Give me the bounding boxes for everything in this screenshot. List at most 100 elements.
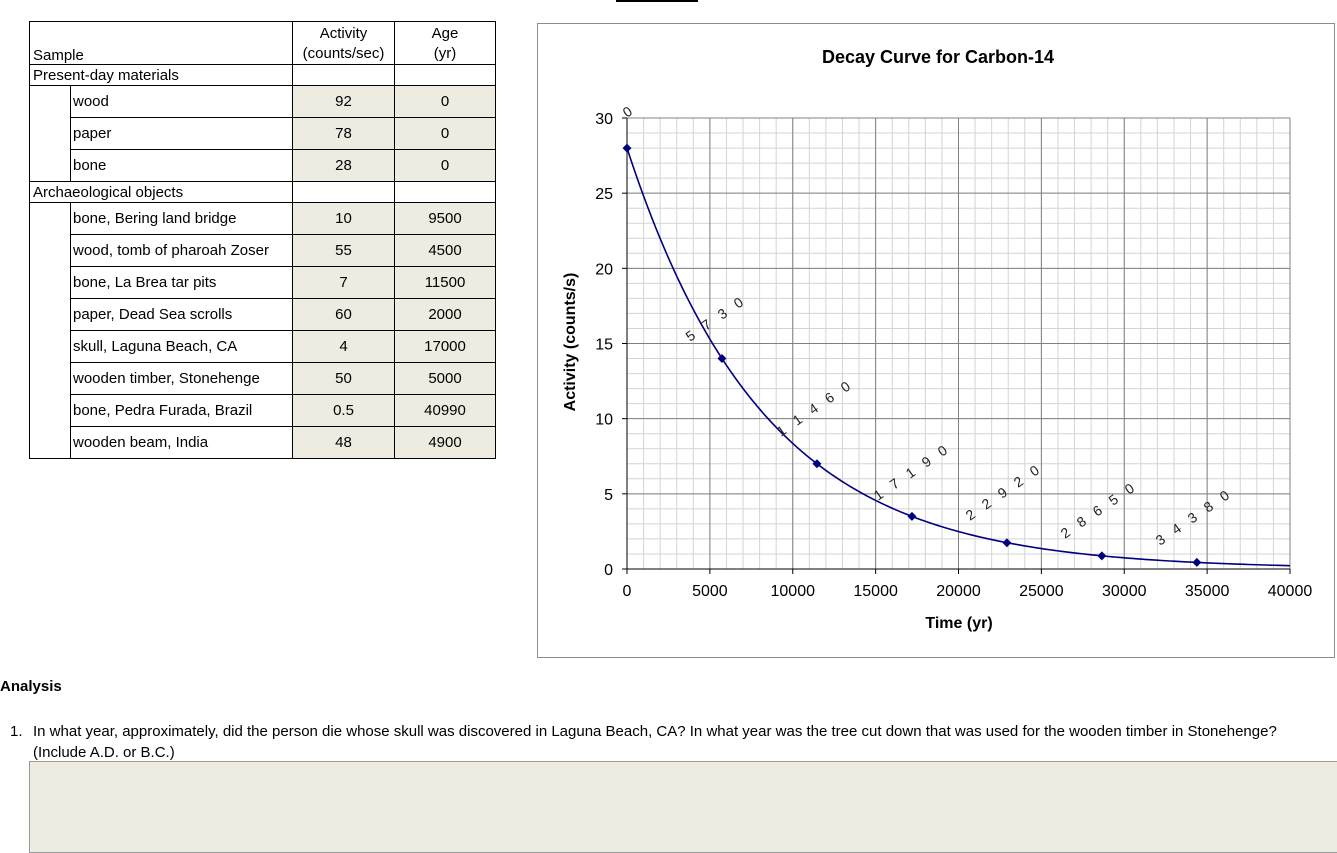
sample-name: paper, Dead Sea scrolls [70,298,293,331]
table-row: wood 92 0 [29,85,496,118]
sample-name: wooden timber, Stonehenge [70,362,293,395]
chart-title: Decay Curve for Carbon-14 [822,47,1054,67]
annotation-glyph: 0 [1027,462,1043,480]
activity-input[interactable]: 4 [292,330,395,363]
annotation-glyph: 9 [919,453,935,471]
activity-input[interactable]: 78 [292,117,395,150]
sample-name: bone, Bering land bridge [70,202,293,235]
sample-name: wooden beam, India [70,426,293,459]
table-row: skull, Laguna Beach, CA 4 17000 [29,330,496,363]
table-row: bone 28 0 [29,149,496,182]
activity-input[interactable]: 0.5 [292,394,395,427]
age-input[interactable]: 4900 [394,426,496,459]
annotation-glyph: 0 [731,294,747,312]
decay-chart[interactable]: 0 5000 10000 15000 20000 25000 30000 35000 40000… [537,23,1335,658]
age-input[interactable]: 5000 [394,362,496,395]
table-row: bone, La Brea tar pits 7 11500 [29,266,496,299]
question-1: 1. In what year, approximately, did the … [10,721,1315,763]
activity-header-line2: (counts/sec) [302,45,385,62]
y-axis-title: Activity (counts/s) [562,273,579,412]
indent-cell [29,149,71,182]
activity-input[interactable]: 28 [292,149,395,182]
column-header-activity: Activity (counts/sec) [292,21,395,65]
x-tick-label: 30000 [1102,583,1147,600]
x-axis-title: Time (yr) [925,615,992,632]
top-rule [616,0,698,2]
annotation-glyph: 8 [1201,498,1217,516]
sample-name: skull, Laguna Beach, CA [70,330,293,363]
x-tick-label: 0 [623,583,632,600]
table-row: wooden beam, India 48 4900 [29,426,496,459]
x-tick-label: 25000 [1019,583,1064,600]
age-input[interactable]: 0 [394,117,496,150]
age-input[interactable]: 2000 [394,298,496,331]
annotation-glyph: 2 [1011,473,1027,491]
activity-header-line1: Activity [319,25,368,42]
activity-input[interactable]: 48 [292,426,395,459]
age-input[interactable]: 0 [394,85,496,118]
y-tick-label: 10 [595,412,613,429]
data-point-marker [812,459,822,469]
age-input[interactable]: 40990 [394,394,496,427]
decay-curve-line [626,147,1291,567]
age-input[interactable]: 11500 [394,266,496,299]
age-input[interactable]: 9500 [394,202,496,235]
y-tick-label: 5 [604,487,613,504]
sample-name: wood [70,85,293,118]
x-tick-labels: 0 5000 10000 15000 20000 25000 30000 35000 40000 [623,583,1313,600]
sample-name: bone, Pedra Furada, Brazil [70,394,293,427]
table-row: paper 78 0 [29,117,496,150]
annotation-glyph: 4 [806,400,822,418]
activity-input[interactable]: 60 [292,298,395,331]
chart-svg: 0 5000 10000 15000 20000 25000 30000 35000 40000… [562,47,1313,632]
sample-name: wood, tomb of pharoah Zoser [70,234,293,267]
y-tick-labels: 0 5 10 15 20 25 30 [595,111,613,579]
blank-cell [394,64,496,86]
column-header-sample: Sample [29,21,293,65]
group-label-present: Present-day materials [29,64,293,86]
y-tick-label: 20 [595,261,613,278]
analysis-heading: Analysis [0,678,62,695]
activity-input[interactable]: 7 [292,266,395,299]
sample-name: bone, La Brea tar pits [70,266,293,299]
activity-input[interactable]: 50 [292,362,395,395]
group-row-present: Present-day materials [29,64,496,86]
age-input[interactable]: 17000 [394,330,496,363]
annotation-glyph: 8 [1074,513,1090,531]
age-input[interactable]: 0 [394,149,496,182]
indent-cell [29,394,71,427]
blank-cell [292,181,395,203]
activity-input[interactable]: 55 [292,234,395,267]
major-gridlines [627,117,1291,569]
x-tick-label: 10000 [771,583,816,600]
blank-cell [394,181,496,203]
annotation-glyph: 0 [838,378,854,396]
answer-field[interactable] [29,761,1337,853]
axes [622,117,1291,574]
activity-input[interactable]: 10 [292,202,395,235]
question-text: In what year, approximately, did the per… [33,723,1277,761]
activity-input[interactable]: 92 [292,85,395,118]
annotation-glyph: 0 [935,442,951,460]
question-number: 1. [10,723,23,740]
x-tick-label: 20000 [936,583,981,600]
group-row-archaeological: Archaeological objects [29,181,496,203]
y-tick-label: 0 [604,562,613,579]
indent-cell [29,330,71,363]
table-row: paper, Dead Sea scrolls 60 2000 [29,298,496,331]
sample-name: paper [70,117,293,150]
x-tick-label: 5000 [692,583,728,600]
annotation-glyph: 5 [683,327,699,345]
x-tick-label: 35000 [1185,583,1230,600]
table-header-row: Sample Activity (counts/sec) Age (yr) [29,21,496,65]
indent-cell [29,362,71,395]
y-tick-label: 25 [595,186,613,203]
age-header-line2: (yr) [433,45,457,62]
annotation-glyph: 6 [1090,502,1106,520]
age-input[interactable]: 4500 [394,234,496,267]
y-tick-label: 15 [595,337,613,354]
annotation-glyph: 1 [790,411,806,429]
